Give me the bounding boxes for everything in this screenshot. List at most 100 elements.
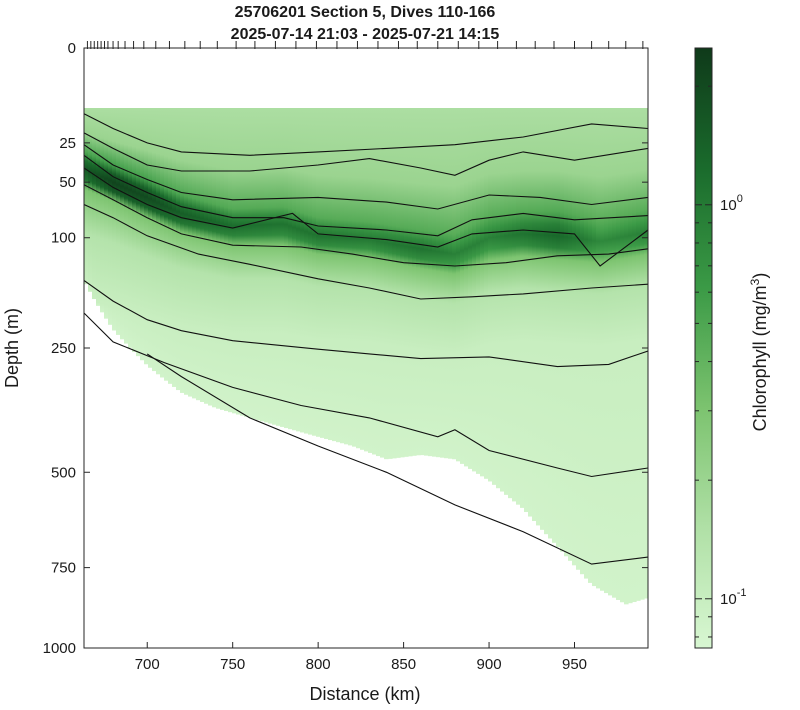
field-strip [508, 108, 513, 499]
x-tick-label: 700 [135, 656, 160, 673]
y-tick-label: 1000 [43, 640, 76, 657]
contour-line-7 [84, 203, 648, 300]
field-strip [576, 108, 581, 570]
contour-line-2 [84, 132, 648, 176]
field-strip [632, 108, 637, 603]
field-strip [564, 108, 569, 557]
field-strip [480, 108, 485, 477]
field-strip [628, 108, 633, 604]
field-strip [344, 108, 349, 445]
field-strip [392, 108, 397, 459]
x-tick-label: 850 [391, 656, 416, 673]
x-tick-label: 900 [477, 656, 502, 673]
field-strip [440, 108, 445, 458]
field-strip [144, 108, 149, 365]
field-strip [548, 108, 553, 539]
field-strip [596, 108, 601, 589]
field-strip [248, 108, 253, 418]
field-strip [556, 108, 561, 548]
field-strip [536, 108, 541, 526]
field-strip [188, 108, 193, 397]
field-strip [608, 108, 613, 596]
field-strip [88, 108, 93, 292]
field-strip [512, 108, 517, 502]
field-strip [560, 108, 565, 552]
field-strip [236, 108, 241, 415]
field-strip [424, 108, 429, 456]
field-strip [272, 108, 277, 425]
field-strip [284, 108, 289, 429]
y-tick-label: 25 [59, 135, 76, 152]
contour-lines [84, 113, 648, 565]
field-strip [360, 108, 365, 450]
y-axis-label: Depth (m) [2, 308, 22, 388]
contour-line-1 [84, 113, 648, 156]
field-strip [280, 108, 285, 427]
field-strip [496, 108, 501, 489]
field-strip [260, 108, 265, 422]
field-strip [348, 108, 353, 446]
plot-area [84, 108, 648, 605]
field-strip [164, 108, 169, 381]
field-strip [504, 108, 509, 495]
field-strip [368, 108, 373, 453]
field-strip [612, 108, 617, 598]
colorbar-label-close: ) [750, 273, 770, 279]
x-tick-label: 750 [220, 656, 245, 673]
contour-line-8 [84, 279, 648, 368]
field-strip [300, 108, 305, 433]
y-tick-label: 50 [59, 174, 76, 191]
field-strip [620, 108, 625, 603]
field-strip [444, 108, 449, 459]
field-strip [264, 108, 269, 423]
field-strip [168, 108, 173, 384]
field-strip [104, 108, 109, 319]
field-strip [324, 108, 329, 439]
field-strip [120, 108, 125, 340]
field-strip [92, 108, 97, 300]
y-tick-label: 100 [51, 230, 76, 247]
field-strip [524, 108, 529, 513]
field-strip [456, 108, 461, 462]
field-strip [112, 108, 117, 331]
field-strip [292, 108, 297, 431]
contour-line-6 [84, 184, 648, 267]
field-strip [296, 108, 301, 432]
field-strip [160, 108, 165, 378]
field-strip [448, 108, 453, 459]
y-tick-label: 250 [51, 340, 76, 357]
field-strip [532, 108, 537, 522]
field-strip [172, 108, 177, 387]
chart-title-line-1: 25706201 Section 5, Dives 110-166 [235, 4, 496, 21]
field-strip [84, 108, 89, 285]
colorbar-tick-label: 100 [720, 193, 743, 214]
field-strip [240, 108, 245, 416]
field-strip [464, 108, 469, 467]
field-strip [476, 108, 481, 474]
x-axis-label: Distance (km) [309, 684, 420, 704]
field-strip [340, 108, 345, 444]
y-tick-label: 750 [51, 560, 76, 577]
field-strip [312, 108, 317, 436]
field-strip [640, 108, 645, 600]
field-strip [352, 108, 357, 447]
colorbar-label: Chlorophyll (mg/m3) [748, 273, 770, 432]
field-strip [520, 108, 525, 508]
field-strip [540, 108, 545, 530]
field-strip [124, 108, 129, 344]
field-strip [408, 108, 413, 457]
field-strip [376, 108, 381, 457]
x-tick-label: 800 [306, 656, 331, 673]
field-strip [184, 108, 189, 395]
field-strip [396, 108, 401, 458]
field-strip [308, 108, 313, 435]
field-strip [552, 108, 557, 543]
field-strip [580, 108, 585, 575]
contour-line-4 [84, 154, 648, 237]
field-strip [384, 108, 389, 460]
field-strip [148, 108, 153, 368]
field-strip [572, 108, 577, 566]
field-strip [472, 108, 477, 472]
field-strip [528, 108, 533, 517]
